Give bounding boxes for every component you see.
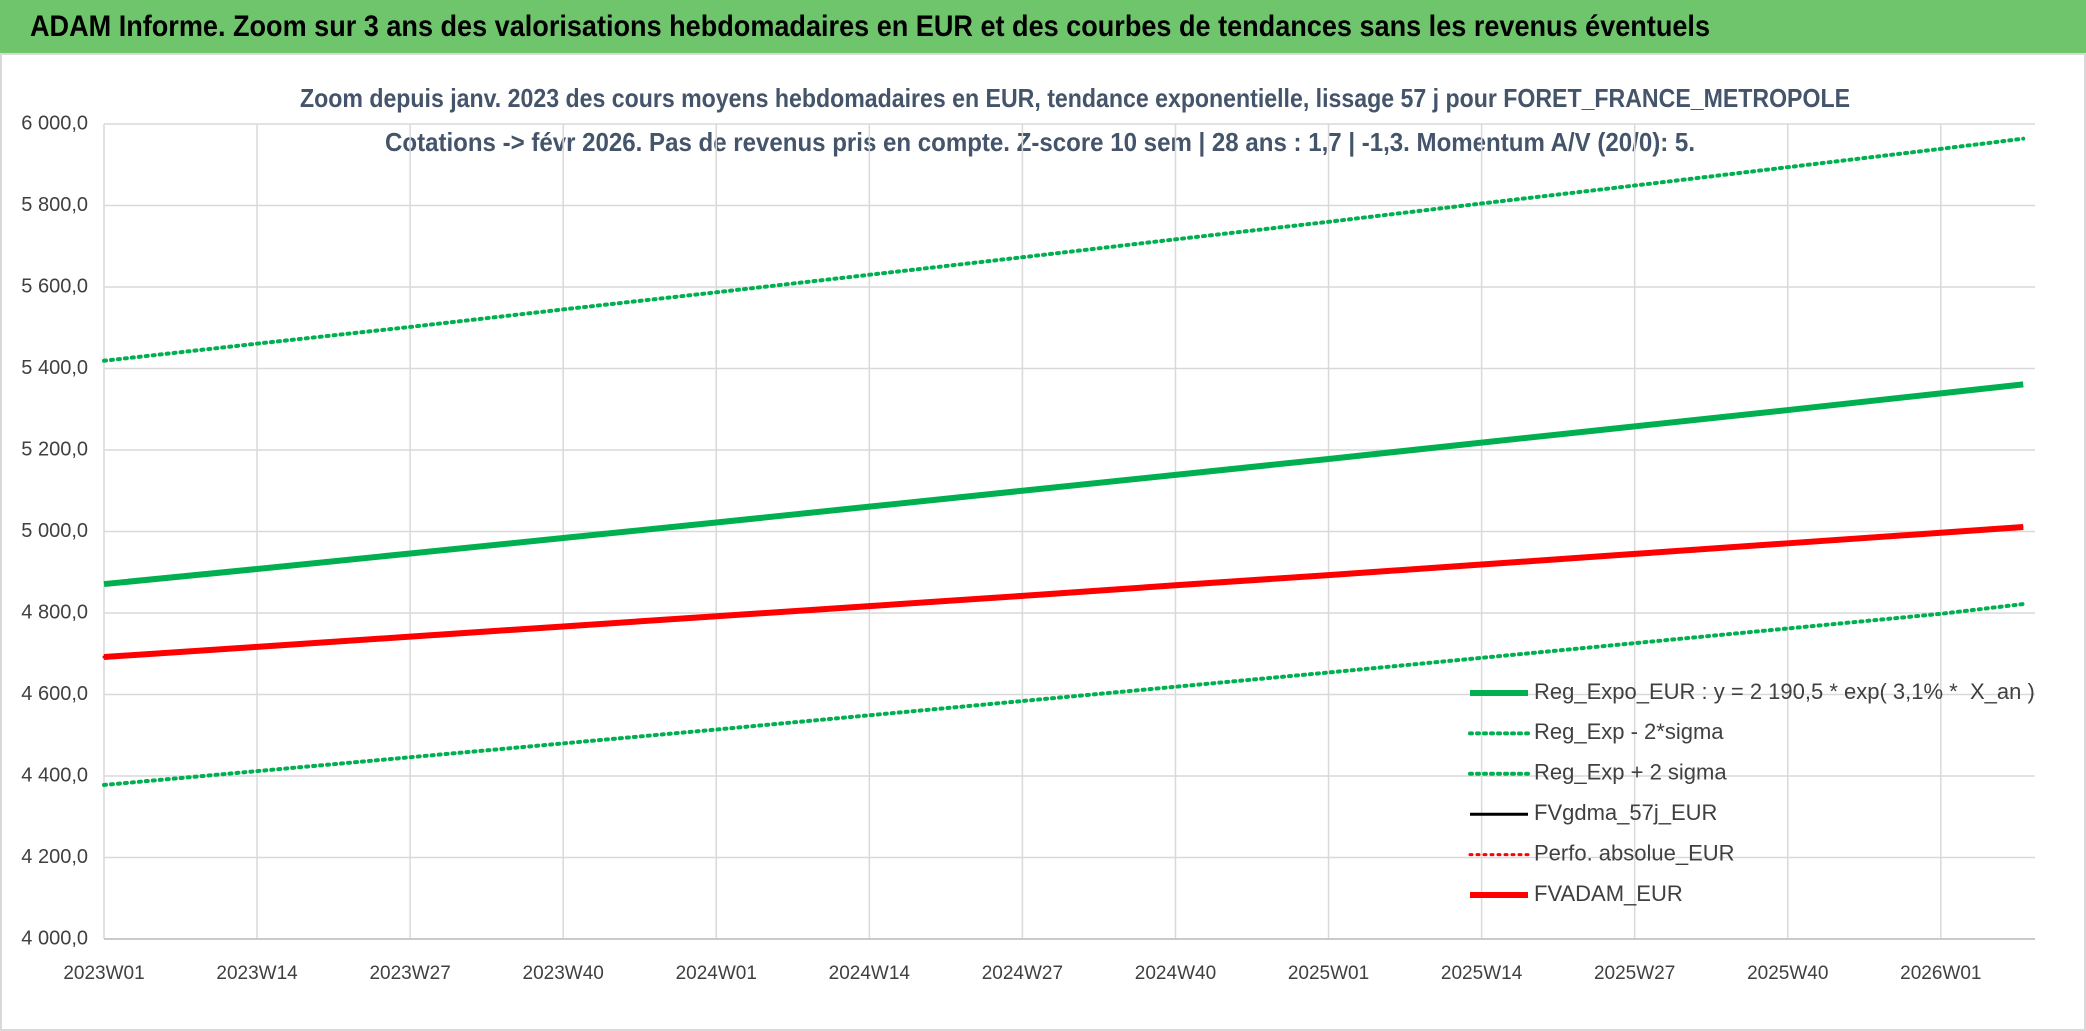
y-tick-label: 6 000,0 [21, 112, 88, 134]
y-tick-label: 4 800,0 [21, 601, 88, 623]
legend-label: Reg_Exp - 2*sigma [1534, 719, 1724, 744]
header-bar [0, 0, 2086, 54]
legend-label: Reg_Expo_EUR : y = 2 190,5 * exp( 3,1% *… [1534, 679, 2035, 704]
x-tick-label: 2024W14 [829, 963, 911, 984]
series-line [102, 602, 2026, 787]
x-tick-label: 2023W27 [369, 963, 450, 984]
x-tick-label: 2025W27 [1594, 963, 1675, 984]
legend-label: Reg_Exp + 2 sigma [1534, 760, 1727, 785]
x-tick-label: 2024W40 [1135, 963, 1216, 984]
legend-label: FVgdma_57j_EUR [1534, 800, 1717, 825]
chart-area [0, 53, 2086, 1031]
y-tick-label: 5 800,0 [21, 194, 88, 216]
x-tick-label: 2026W01 [1900, 963, 1981, 984]
y-tick-label: 5 000,0 [21, 520, 88, 542]
header-title: ADAM Informe. Zoom sur 3 ans des valoris… [30, 10, 1710, 43]
x-tick-label: 2025W14 [1441, 963, 1523, 984]
x-tick-label: 2023W14 [216, 963, 298, 984]
series-line [102, 136, 2026, 363]
x-tick-label: 2025W40 [1747, 963, 1828, 984]
x-tick-label: 2025W01 [1288, 963, 1369, 984]
y-tick-label: 5 400,0 [21, 357, 88, 379]
y-tick-label: 4 000,0 [21, 927, 88, 949]
x-tick-label: 2023W01 [63, 963, 144, 984]
y-tick-label: 4 400,0 [21, 764, 88, 786]
chart-title: Zoom depuis janv. 2023 des cours moyens … [300, 83, 1850, 113]
x-tick-label: 2024W01 [676, 963, 757, 984]
y-tick-label: 5 200,0 [21, 438, 88, 460]
chart-subtitle: Cotations -> févr 2026. Pas de revenus p… [385, 127, 1695, 157]
legend-label: FVADAM_EUR [1534, 881, 1683, 906]
y-tick-label: 4 200,0 [21, 846, 88, 868]
y-tick-label: 5 600,0 [21, 275, 88, 297]
y-tick-label: 4 600,0 [21, 683, 88, 705]
series-line [103, 381, 2024, 588]
series-line [103, 524, 2024, 661]
x-tick-label: 2024W27 [982, 963, 1063, 984]
x-tick-label: 2023W40 [523, 963, 604, 984]
legend-label: Perfo. absolue_EUR [1534, 840, 1735, 865]
